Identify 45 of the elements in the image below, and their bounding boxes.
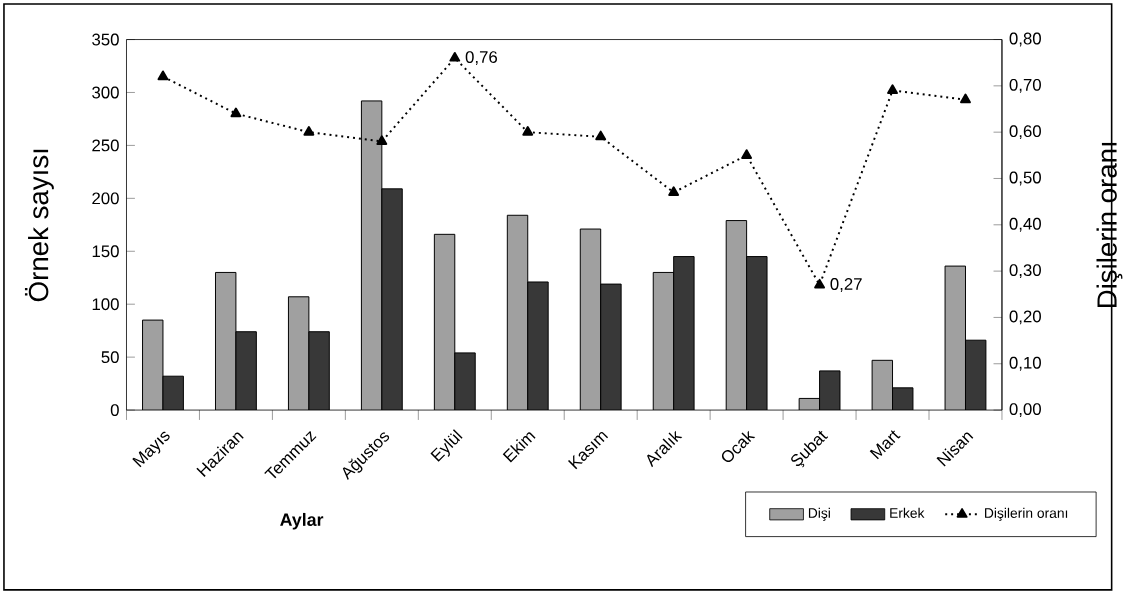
point (230, 107, 242, 118)
y2-tick-label: 0,50 (1009, 171, 1041, 186)
y2-tick-label: 0,30 (1009, 264, 1041, 279)
y-tick-label: 150 (92, 245, 119, 258)
point (376, 135, 388, 146)
bar (308, 331, 330, 411)
point (157, 70, 169, 81)
y2-tick-label: 0,00 (1009, 403, 1041, 418)
bar (527, 281, 549, 411)
point (741, 149, 753, 159)
y2-tick-label: 0,20 (1009, 310, 1041, 325)
y-tick-label: 250 (92, 139, 119, 152)
point (814, 278, 826, 289)
bar (454, 352, 476, 411)
bar (964, 339, 987, 411)
y-tick-label: 100 (92, 298, 119, 311)
bar (600, 283, 622, 411)
y2-tick-label: 0,80 (1009, 32, 1041, 47)
y-tick-label: 200 (92, 192, 119, 205)
bar (746, 256, 768, 411)
y2-tick-label: 0,40 (1009, 217, 1041, 232)
legend-label: Erkek (890, 507, 925, 519)
y-tick-label: 300 (92, 86, 119, 99)
y-tick-label: 50 (101, 351, 119, 364)
point (522, 126, 534, 136)
y-tick-label: 350 (92, 33, 119, 46)
data-label: 0,76 (465, 51, 498, 66)
bar (673, 256, 695, 411)
point (960, 93, 971, 104)
legend-label: Dişi (808, 507, 830, 521)
point (303, 126, 315, 136)
x-axis-title: Aylar (280, 513, 324, 530)
point (668, 186, 680, 196)
y2-tick-label: 0,70 (1009, 78, 1041, 93)
y2-tick-label: 0,10 (1009, 356, 1041, 371)
y-axis-title: Örnek sayısı (24, 149, 54, 302)
y2-tick-label: 0,60 (1009, 125, 1041, 140)
point (887, 84, 898, 95)
bar (381, 188, 403, 411)
data-label: 0,27 (830, 278, 862, 292)
bar (235, 331, 257, 411)
point (595, 130, 607, 141)
legend-label: Dişilerin oranı (985, 507, 1068, 521)
point (449, 51, 461, 62)
y-tick-label: 0 (110, 404, 119, 417)
